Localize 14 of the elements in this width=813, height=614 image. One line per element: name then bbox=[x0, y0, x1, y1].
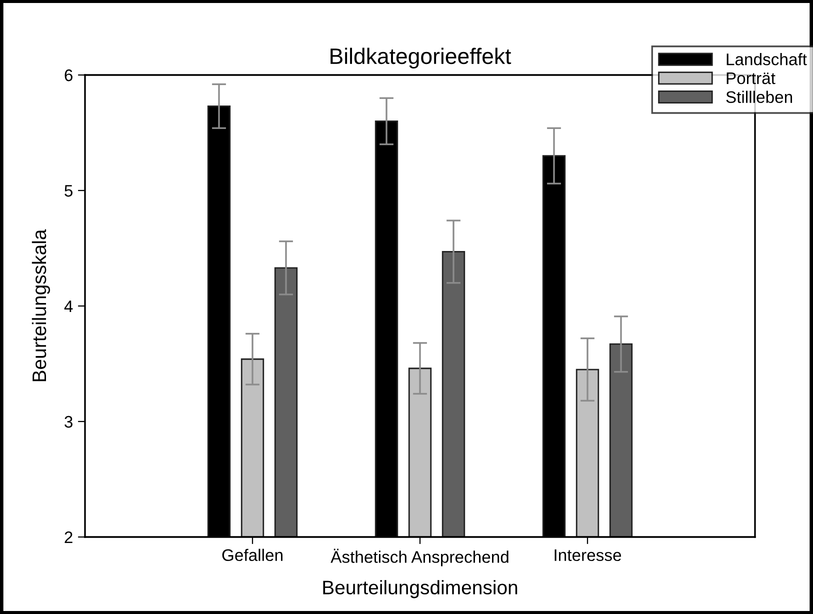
legend-label: Stillleben bbox=[726, 90, 792, 104]
y-axis-title: Beurteilungsskala bbox=[32, 229, 50, 382]
y-tick-label: 6 bbox=[64, 69, 72, 82]
y-tick-label: 5 bbox=[64, 185, 72, 197]
y-tick-label: 2 bbox=[64, 531, 72, 544]
y-tick-label: 3 bbox=[64, 416, 72, 428]
chart-title: Bildkategorieeffekt bbox=[330, 48, 512, 68]
legend-label: Porträt bbox=[726, 72, 776, 84]
x-axis-title: Beurteilungsdimension bbox=[323, 580, 518, 598]
y-tick-label: 4 bbox=[64, 300, 73, 312]
x-tick-label: Gefallen bbox=[222, 548, 282, 562]
legend-label: Landschaft bbox=[726, 53, 807, 66]
x-tick-label: Ästhetisch Ansprechend bbox=[330, 548, 508, 566]
x-tick-label: Interesse bbox=[554, 549, 622, 562]
